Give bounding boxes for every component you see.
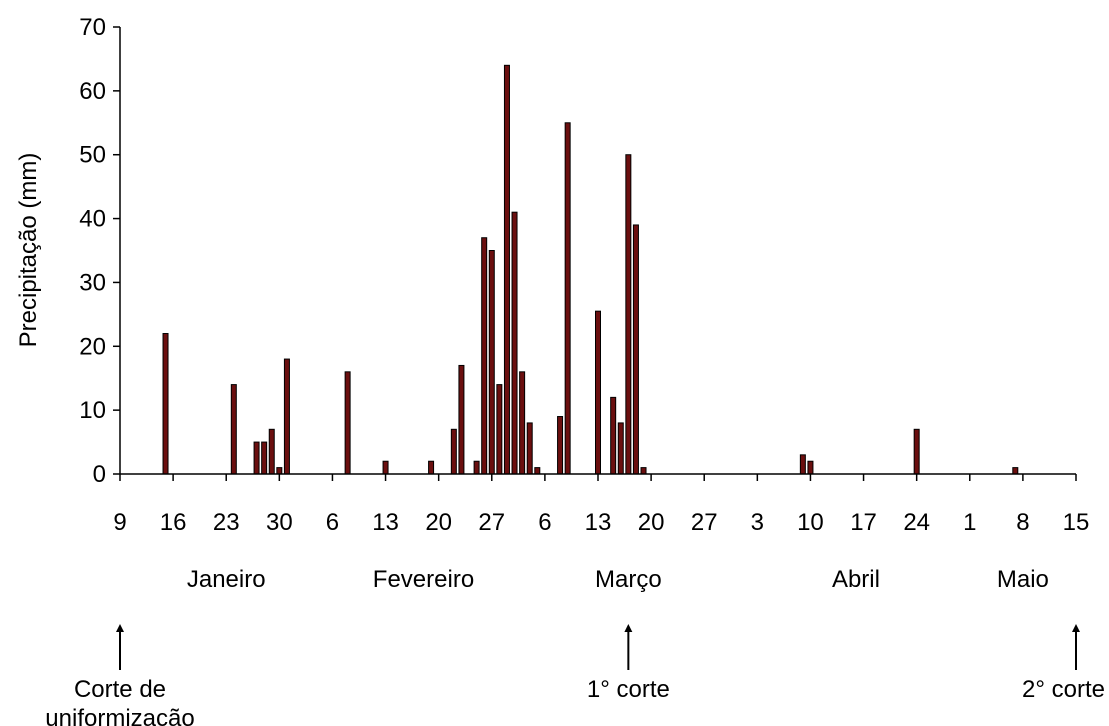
precipitation-bar (557, 416, 564, 475)
x-tick-label: 15 (1063, 509, 1090, 536)
precipitation-bar (564, 122, 571, 475)
precipitation-bar (458, 364, 465, 475)
y-tick-label: 50 (79, 142, 106, 169)
x-tick-label: 23 (213, 509, 240, 536)
x-tick-label: 8 (1016, 509, 1029, 536)
x-tick-label: 13 (372, 509, 399, 536)
precipitation-bar (799, 454, 806, 475)
month-label: Abril (832, 566, 880, 593)
x-tick-label: 20 (425, 509, 452, 536)
precipitation-bar (610, 396, 617, 475)
precipitation-bar (617, 422, 624, 475)
precipitation-bar (595, 310, 601, 475)
y-tick-label: 0 (93, 461, 106, 488)
precipitation-bar (283, 358, 290, 475)
precipitation-bar (268, 428, 275, 475)
month-label: Março (595, 566, 662, 593)
y-tick-label: 70 (79, 14, 106, 41)
precipitation-bar (488, 250, 495, 475)
precipitation-bar (1012, 467, 1019, 475)
annotation-label: 1° corte (587, 676, 670, 703)
precipitation-bar (162, 333, 169, 475)
x-tick-label: 1 (963, 509, 976, 536)
precipitation-bar (640, 467, 647, 475)
bar-series (162, 64, 1019, 475)
precipitation-bar (526, 422, 533, 475)
annotation-label: 2° corte (1022, 676, 1105, 703)
precipitation-bar (632, 224, 639, 475)
month-labels: Janeiro Fevereiro Março Abril Maio (187, 566, 1049, 593)
precipitation-bar (230, 384, 237, 475)
x-tick-label: 20 (638, 509, 665, 536)
y-axis-ticks: 0 10 20 30 40 50 60 70 (79, 14, 120, 488)
x-tick-label: 24 (903, 509, 930, 536)
precipitation-bar (511, 211, 518, 475)
x-tick-label: 13 (585, 509, 612, 536)
x-tick-label: 10 (797, 509, 824, 536)
precipitation-bar (253, 441, 260, 475)
precipitation-bar (519, 371, 526, 475)
x-tick-label: 30 (266, 509, 293, 536)
x-tick-label: 6 (326, 509, 339, 536)
month-label: Maio (997, 566, 1049, 593)
precipitation-bar (276, 467, 283, 475)
precipitation-bar (261, 441, 268, 475)
y-tick-label: 30 (79, 269, 106, 296)
precipitation-bar (913, 428, 920, 475)
x-tick-label: 16 (160, 509, 187, 536)
precipitation-bar (625, 154, 632, 475)
x-tick-label: 3 (751, 509, 764, 536)
annotation-label: Corte de uniformização (45, 676, 194, 726)
cut-annotations: Corte de uniformização 1° corte 2° corte (45, 624, 1105, 726)
precipitation-bar (481, 237, 488, 475)
y-tick-label: 60 (79, 78, 106, 105)
y-tick-label: 40 (79, 206, 106, 233)
precipitation-bar (807, 460, 814, 475)
precipitation-bar (382, 460, 389, 475)
y-tick-label: 10 (79, 397, 106, 424)
month-label: Janeiro (187, 566, 266, 593)
y-tick-label: 20 (79, 333, 106, 360)
precipitation-bar (473, 460, 480, 475)
precipitation-bar (534, 467, 541, 475)
month-label: Fevereiro (373, 566, 474, 593)
precipitation-bar (496, 384, 503, 475)
precipitation-bar (450, 428, 457, 475)
precipitation-bar (428, 460, 435, 475)
x-axis-ticks: 9 16 23 30 6 13 20 27 6 13 20 27 3 10 17 24 1 8 15 (113, 474, 1089, 536)
x-tick-label: 6 (538, 509, 551, 536)
precipitation-bar (344, 371, 351, 475)
x-tick-label: 27 (691, 509, 718, 536)
precipitation-bar (503, 64, 510, 475)
x-tick-label: 9 (113, 509, 126, 536)
x-tick-label: 27 (478, 509, 505, 536)
y-axis-label: Precipitação (mm) (15, 153, 42, 348)
x-tick-label: 17 (850, 509, 877, 536)
